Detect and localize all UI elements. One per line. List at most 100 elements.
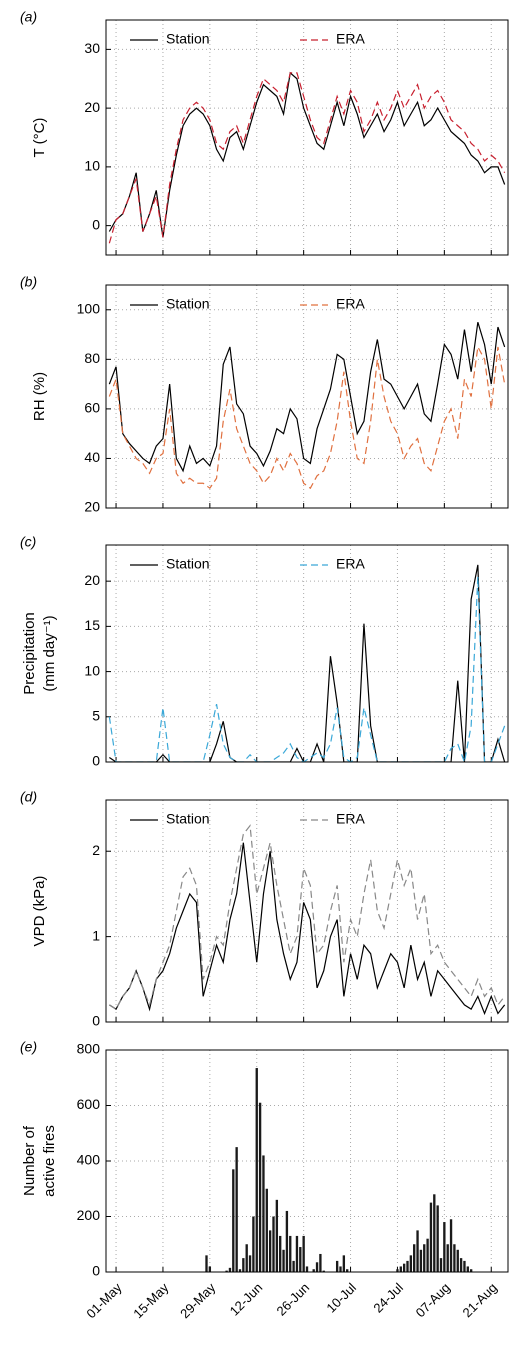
bar (416, 1230, 419, 1272)
bar (446, 1244, 449, 1272)
series-line (108, 321, 506, 473)
y-tick-label: 800 (77, 1041, 101, 1057)
plot-area (108, 564, 506, 762)
bar (469, 1269, 473, 1272)
bar (463, 1260, 466, 1272)
bar (235, 1147, 238, 1272)
y-axis-label: Precipitation (21, 612, 38, 695)
bar (238, 1269, 242, 1272)
y-tick-label: 30 (84, 40, 100, 56)
plot-frame (105, 19, 509, 256)
bar (315, 1262, 319, 1272)
legend-label: ERA (336, 811, 365, 827)
legend-label: ERA (336, 31, 365, 47)
bar (335, 1260, 339, 1272)
bar (295, 1235, 299, 1272)
panel-label: (a) (20, 9, 37, 25)
bar (406, 1260, 409, 1272)
x-tick-label: 15-May (130, 1280, 172, 1322)
bar (409, 1255, 413, 1272)
plot-frame (105, 284, 509, 509)
series-line (109, 564, 506, 762)
x-tick-label: 10-Jul (323, 1280, 359, 1316)
plot-area (205, 1068, 473, 1272)
y-tick-label: 0 (92, 753, 100, 769)
legend-label: ERA (336, 296, 365, 312)
bar (466, 1266, 469, 1272)
y-tick-label: 10 (84, 662, 100, 678)
bar (396, 1269, 399, 1272)
legend-label: Station (166, 31, 210, 47)
bar (429, 1202, 433, 1272)
bar (279, 1235, 282, 1272)
y-tick-label: 60 (84, 400, 100, 416)
panel-label: (e) (20, 1039, 37, 1055)
x-tick-label: 21-Aug (460, 1280, 500, 1320)
bar (436, 1205, 439, 1272)
bar (282, 1249, 285, 1272)
y-tick-label: 0 (92, 1263, 100, 1279)
bar (268, 1230, 272, 1272)
bar (312, 1269, 315, 1272)
y-tick-label: 40 (84, 449, 100, 465)
y-tick-label: 1 (92, 927, 100, 943)
x-tick-label: 24-Jul (370, 1280, 406, 1316)
bar (228, 1267, 232, 1272)
bar (289, 1235, 292, 1272)
y-tick-label: 20 (84, 499, 100, 515)
x-tick-label: 26-Jun (273, 1280, 312, 1319)
plot-frame (105, 799, 509, 1023)
y-tick-label: 600 (77, 1096, 101, 1112)
bar (423, 1244, 426, 1272)
plot-frame (105, 544, 509, 763)
bar (275, 1199, 279, 1272)
bar (285, 1210, 289, 1272)
y-tick-label: 200 (77, 1207, 101, 1223)
bar (258, 1102, 262, 1272)
bar (232, 1169, 235, 1272)
y-tick-label: 0 (92, 216, 100, 232)
y-tick-label: 20 (84, 99, 100, 115)
bar (208, 1266, 212, 1272)
bar (419, 1249, 423, 1272)
bar (322, 1270, 325, 1272)
y-tick-label: 0 (92, 1013, 100, 1029)
panel-label: (c) (20, 534, 36, 550)
y-tick-label: 400 (77, 1152, 101, 1168)
plot-area (108, 71, 506, 244)
bar (426, 1238, 429, 1272)
x-tick-label: 01-May (83, 1280, 125, 1322)
y-axis-label: (mm day⁻¹) (41, 615, 58, 691)
y-axis-label: Number of (21, 1125, 38, 1196)
bar (439, 1258, 443, 1272)
bar (305, 1266, 309, 1272)
x-tick-label: 29-May (177, 1280, 219, 1322)
bar (248, 1255, 252, 1272)
bar (449, 1219, 453, 1272)
series-line (108, 72, 506, 244)
plot-area (108, 321, 506, 490)
bar (225, 1270, 228, 1272)
legend-label: Station (166, 556, 210, 572)
bar (242, 1258, 245, 1272)
series-line (108, 345, 506, 490)
bar (272, 1216, 275, 1272)
bar (402, 1263, 406, 1272)
bar (205, 1255, 208, 1272)
y-tick-label: 5 (92, 707, 100, 723)
bar (299, 1247, 302, 1272)
bar (262, 1155, 265, 1272)
bar (443, 1222, 446, 1272)
plot-area (109, 824, 506, 1016)
bar (413, 1244, 416, 1272)
bar (456, 1249, 459, 1272)
bar (399, 1266, 402, 1272)
bar (265, 1188, 268, 1272)
bar (453, 1244, 456, 1272)
series-line (108, 576, 506, 762)
panel-label: (d) (20, 789, 37, 805)
y-axis-label: RH (%) (31, 372, 48, 421)
y-tick-label: 15 (84, 617, 100, 633)
panel-label: (b) (20, 274, 37, 290)
bar (342, 1255, 346, 1272)
